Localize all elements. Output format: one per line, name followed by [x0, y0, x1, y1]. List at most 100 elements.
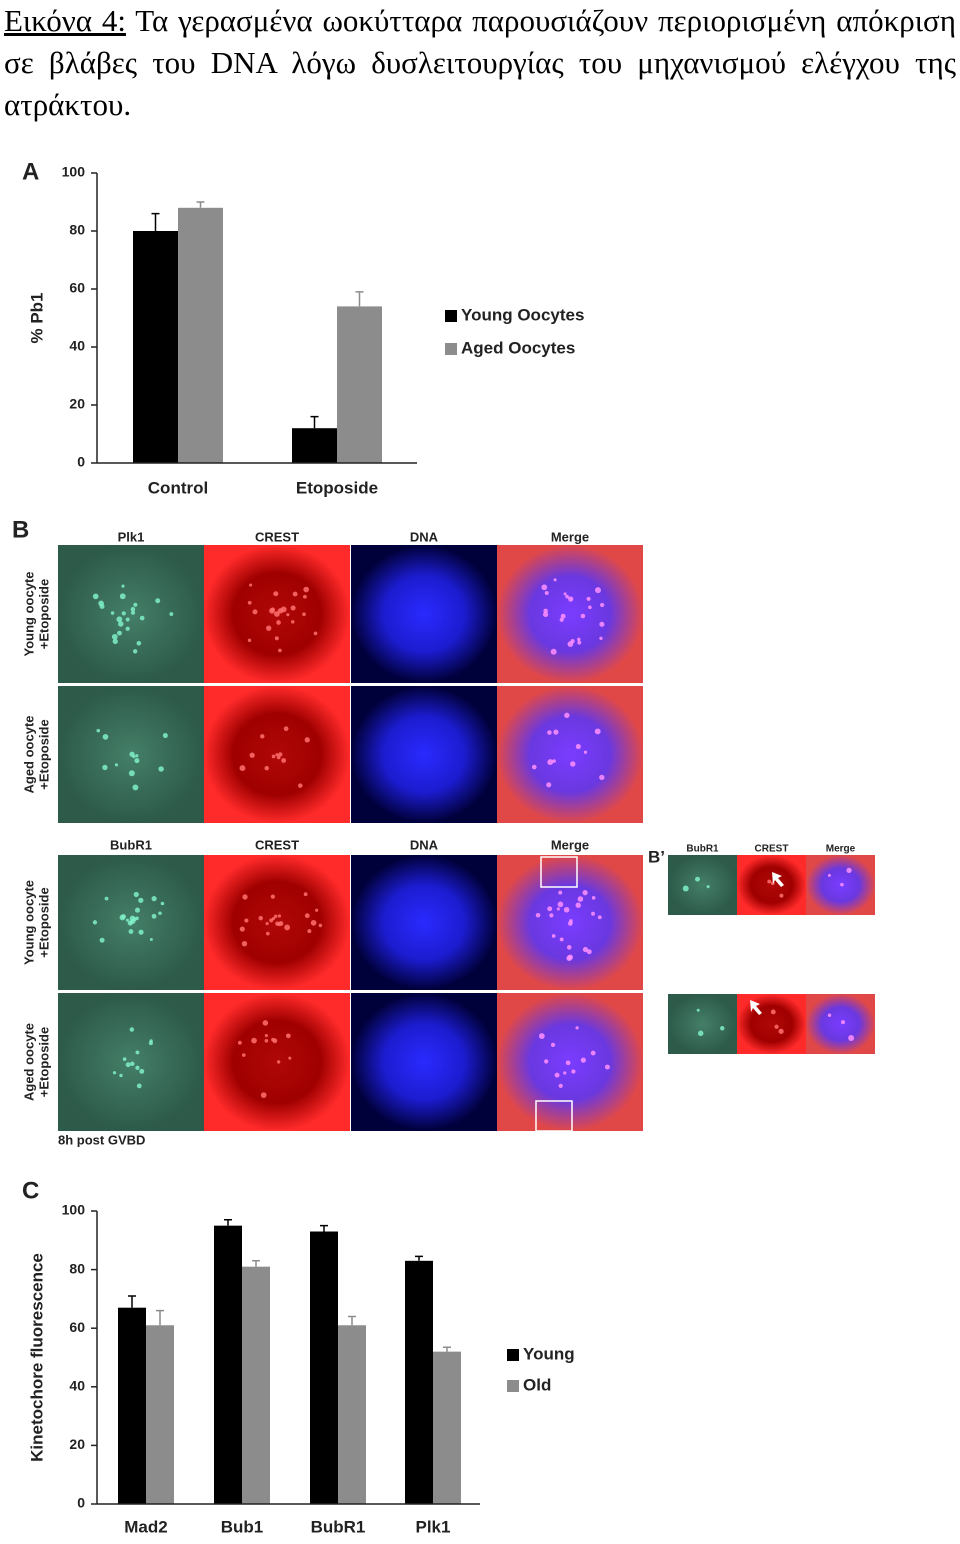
micrograph-spot [239, 926, 245, 932]
micrograph-spot [591, 896, 596, 900]
column-header: BubR1 [110, 837, 152, 852]
micrograph-spot [155, 598, 161, 604]
legend-swatch [445, 310, 457, 322]
micrograph-spot [547, 730, 552, 735]
micrograph-spot [117, 630, 122, 636]
y-tick-label: 0 [77, 1495, 85, 1511]
y-tick-label: 100 [62, 1202, 86, 1218]
error-bar [355, 291, 364, 307]
row-label: +Etoposide [36, 719, 51, 789]
y-tick-label: 20 [69, 1436, 85, 1452]
micrograph-spot [304, 913, 310, 919]
legend-label: Young Oocytes [461, 305, 584, 324]
micrograph-spot [265, 625, 272, 631]
micrograph-spot [582, 890, 588, 896]
row-label: +Etoposide [36, 579, 51, 649]
error-bar [443, 1346, 451, 1352]
micrograph [351, 545, 497, 683]
micrograph-spot [116, 616, 123, 623]
micrograph-spot [133, 602, 138, 607]
error-bar [320, 1224, 328, 1232]
micrograph-spot [266, 931, 270, 936]
bar [133, 231, 178, 463]
micrograph-spot [599, 602, 605, 608]
micrograph-spot [270, 894, 275, 899]
error-bar [348, 1315, 356, 1326]
micrograph-spot [557, 901, 564, 908]
micrograph-spot [121, 611, 126, 616]
micrograph-spot [599, 774, 605, 781]
micrograph-spot [591, 911, 596, 916]
micrograph-spot [566, 955, 573, 961]
micrograph-spot [132, 755, 136, 759]
y-tick-label: 40 [69, 1378, 85, 1394]
error-bar [252, 1260, 260, 1267]
micrograph-spot [281, 758, 287, 763]
caption: Εικόνα 4: Τα γερασμένα ωοκύτταρα παρουσι… [4, 0, 956, 126]
micrograph [351, 855, 497, 990]
micrograph-spot [151, 913, 157, 919]
micrograph-spot [550, 1042, 556, 1048]
micrograph-spot [128, 770, 135, 777]
micrograph-spot [599, 636, 603, 641]
micrograph-spot [272, 1038, 278, 1044]
row-label: +Etoposide [36, 887, 51, 957]
micrograph-spot [580, 613, 586, 619]
micrograph-spot [567, 921, 573, 926]
micrograph-spot [274, 636, 279, 641]
legend-label: Young [523, 1344, 575, 1363]
y-tick-label: 0 [77, 454, 85, 470]
micrograph-spot [112, 638, 118, 644]
micrograph-spot [558, 890, 563, 895]
micrograph-spot [125, 1062, 131, 1068]
micrograph-spot [130, 1061, 135, 1067]
column-header: Plk1 [118, 529, 145, 544]
micrograph-spot [271, 917, 276, 921]
micrograph-spot [590, 1050, 596, 1056]
row-label: Aged oocyte [21, 1023, 36, 1101]
micrograph-spot [307, 929, 312, 934]
micrograph-spot [264, 1038, 269, 1043]
micrograph-spot [249, 752, 255, 758]
error-bar [415, 1255, 423, 1261]
y-axis-label: Kinetochore fluorescence [27, 1253, 46, 1462]
micrograph-spot [135, 1050, 140, 1055]
micrograph-spot [129, 1027, 135, 1032]
micrograph-spot [550, 648, 557, 655]
micrograph-spot [121, 584, 125, 588]
micrograph-spot [132, 649, 138, 654]
micrograph-spot [237, 1040, 242, 1045]
micrograph-spot [841, 1020, 846, 1025]
bar [118, 1307, 146, 1504]
micrograph-spot [274, 914, 278, 919]
micrograph-spot [774, 1024, 779, 1029]
micrograph-spot [552, 759, 556, 763]
micrograph-spot [546, 782, 552, 788]
x-tick-label: Bub1 [221, 1517, 264, 1536]
micrograph-spot [580, 1057, 586, 1063]
micrograph-spot [241, 940, 248, 947]
micrograph-spot [119, 593, 126, 600]
micrograph-spot [594, 728, 601, 735]
micrograph-spot [278, 648, 282, 653]
micrograph-spot [547, 906, 553, 912]
column-header: CREST [755, 844, 789, 855]
micrograph-spot [271, 754, 276, 759]
micrograph-spot [260, 1092, 267, 1098]
micrograph-spot [570, 639, 575, 644]
micrograph-spot [551, 934, 556, 938]
micrograph-spot [98, 600, 104, 607]
micrograph [737, 994, 806, 1054]
micrograph-spot [242, 894, 248, 900]
bar [433, 1351, 461, 1504]
micrograph-spot [315, 908, 319, 912]
micrograph-spot [130, 610, 136, 615]
panel-label: A [22, 158, 39, 185]
micrograph-spot [125, 918, 129, 922]
error-bar [151, 212, 160, 231]
row-label: Young oocyte [21, 880, 36, 965]
micrograph-spot [276, 620, 281, 625]
micrograph-spot [544, 590, 549, 595]
micrograph-spot [840, 882, 844, 887]
